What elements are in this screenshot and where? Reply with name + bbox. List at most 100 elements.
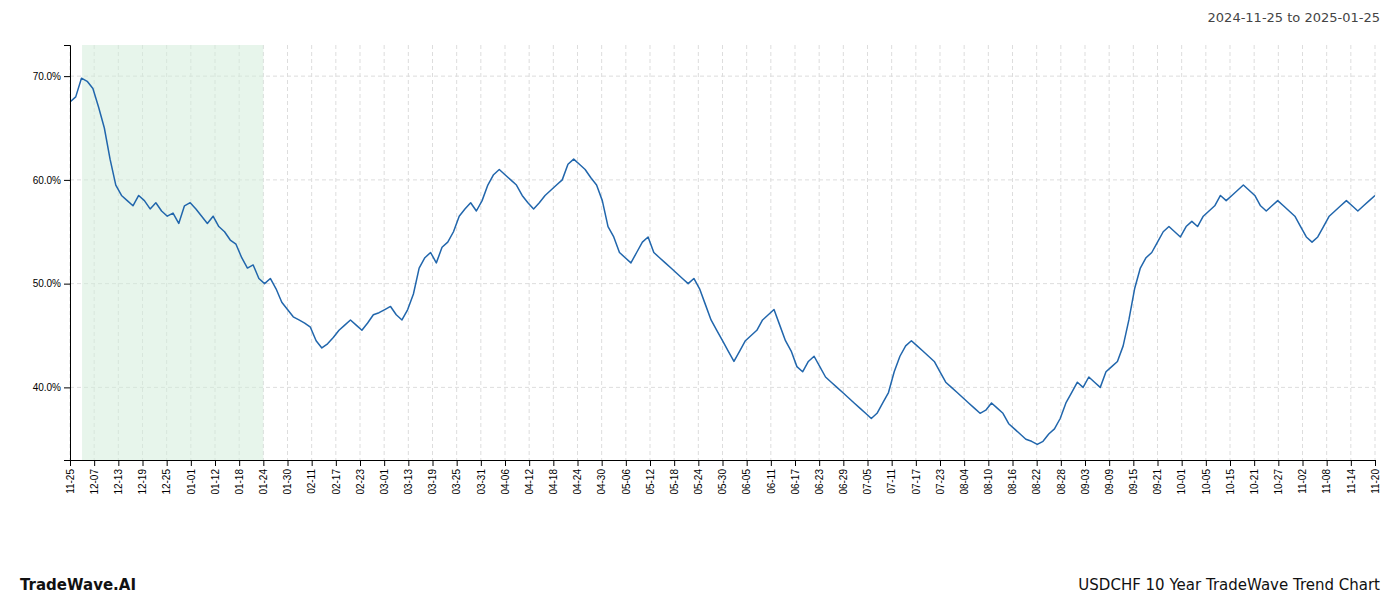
tick: 01-24 [258,460,269,495]
tick-label: 11-25 [65,469,76,494]
tick: 03-19 [427,460,438,495]
tick: 05-12 [645,460,656,495]
tick-label: 09-03 [1080,469,1091,495]
grid-line [360,45,361,460]
grid-line [529,45,530,460]
annotation: TradeWave.AI [20,576,136,594]
tick-mark [1133,460,1134,466]
tick: 07-23 [935,460,946,495]
tick-mark [191,460,192,466]
tick-label: 04-18 [548,469,559,495]
tick: 08-16 [1007,460,1018,495]
tick-mark [433,460,434,466]
tick: 09-21 [1152,460,1163,495]
grid-line [1375,45,1376,460]
tick: 02-23 [355,460,366,495]
tick-mark [602,460,603,466]
grid-line [770,45,771,460]
tick-label: 03-13 [403,469,414,495]
tick: 05-24 [693,460,704,495]
title: USDCHF 10 Year TradeWave Trend Chart [1078,576,1380,594]
tick-mark [843,460,844,466]
tick-label: 02-23 [355,469,366,495]
tick-mark [1085,460,1086,466]
grid-line [1181,45,1182,460]
tick: 10-05 [1201,460,1212,495]
tick-label: 04-12 [524,469,535,495]
tick-label: 10-27 [1273,469,1284,495]
tick: 07-17 [911,460,922,495]
grid-line [1060,45,1061,460]
x-axis: 11-2512-0712-1312-1912-2501-0101-1201-18… [65,460,1381,495]
tick-label: 05-24 [693,469,704,495]
tick-mark [1037,460,1038,466]
tick-mark [1158,460,1159,466]
tick-mark [940,460,941,466]
grid-line [432,45,433,460]
tick: 08-28 [1056,460,1067,495]
grid-line [70,387,1375,388]
tick-mark [94,460,95,466]
tick-label: 05-18 [669,469,680,495]
grid-line [891,45,892,460]
tick-label: 60.0% [33,175,61,186]
tick-label: 12-19 [137,469,148,495]
tick: 06-17 [790,460,801,495]
tick-mark [1061,460,1062,466]
tick-mark [868,460,869,466]
tick-label: 05-30 [717,469,728,495]
tick-label: 40.0% [33,382,61,393]
tick-label: 05-06 [621,469,632,495]
tick: 10-27 [1273,460,1284,495]
line [70,78,1375,444]
grid-line [1254,45,1255,460]
tick: 04-18 [548,460,559,495]
tick-label: 03-01 [379,469,390,495]
tick-label: 07-05 [862,469,873,495]
tick-label: 03-31 [476,469,487,495]
tick-mark [698,460,699,466]
tick-label: 09-21 [1152,469,1163,495]
tick-mark [215,460,216,466]
tick: 04-24 [572,460,583,495]
grid-line [746,45,747,460]
grid-line [311,45,312,460]
axis-line [71,461,1376,467]
tick-label: 10-01 [1176,469,1187,495]
tick: 11-25 [65,460,76,494]
grid-line [819,45,820,460]
grid-line [1350,45,1351,460]
tick-mark [1013,460,1014,466]
grid-line [674,45,675,460]
grid-line [601,45,602,460]
tick-label: 12-25 [161,469,172,495]
grid-line [940,45,941,460]
tick-label: 08-04 [959,469,970,495]
tick-label: 10-15 [1225,469,1236,495]
tick-mark [988,460,989,466]
tick-mark [263,460,264,466]
tick-label: 05-12 [645,469,656,495]
grid-line [577,45,578,460]
grid-line [1109,45,1110,460]
tick: 03-31 [476,460,487,495]
tick: 03-13 [403,460,414,495]
tick-mark [650,460,651,466]
tick: 11-02 [1297,460,1308,494]
tick-label: 03-25 [451,469,462,495]
tick: 12-13 [113,460,124,495]
grid-line [384,45,385,460]
highlight-band [82,45,263,460]
grid-line [1085,45,1086,460]
grid-line [650,45,651,460]
tick-label: 08-28 [1056,469,1067,495]
tick: 09-03 [1080,460,1091,495]
tick-mark [312,460,313,466]
tick-mark [360,460,361,466]
tick: 09-09 [1104,460,1115,495]
tick-mark [916,460,917,466]
tick-label: 06-23 [814,469,825,495]
grid-line [843,45,844,460]
tick-mark [1327,460,1328,466]
tick: 40.0% [33,382,70,393]
